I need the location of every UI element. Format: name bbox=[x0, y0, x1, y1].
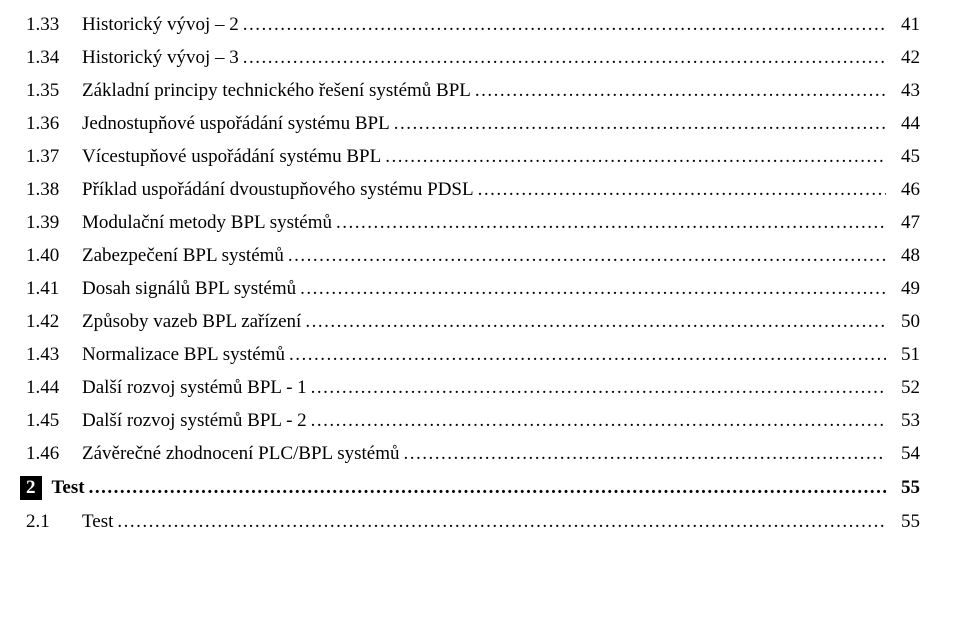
toc-leader-dots bbox=[243, 14, 886, 36]
toc-entry-title: Historický vývoj – 3 bbox=[82, 47, 243, 69]
toc-entry-title: Vícestupňové uspořádání systému BPL bbox=[82, 146, 385, 168]
toc-entry-page: 49 bbox=[886, 278, 920, 300]
toc-entry-number: 1.43 bbox=[20, 344, 82, 366]
toc-entry: 1.40Zabezpečení BPL systémů 48 bbox=[20, 245, 920, 267]
toc-entry-page: 53 bbox=[886, 410, 920, 432]
toc-entry: 1.36Jednostupňové uspořádání systému BPL… bbox=[20, 113, 920, 135]
toc-chapter-title: Test bbox=[52, 477, 89, 499]
toc-entry-number: 1.33 bbox=[20, 14, 82, 36]
toc-leader-dots bbox=[311, 377, 886, 399]
toc-entry-number: 1.42 bbox=[20, 311, 82, 333]
toc-chapter: 2 Test 55 bbox=[20, 476, 920, 500]
toc-chapter-page: 55 bbox=[886, 477, 920, 499]
toc-entry-page: 55 bbox=[886, 511, 920, 533]
toc-entry: 1.43Normalizace BPL systémů 51 bbox=[20, 344, 920, 366]
toc-entry-number: 1.37 bbox=[20, 146, 82, 168]
toc-entry-page: 45 bbox=[886, 146, 920, 168]
toc-leader-dots bbox=[385, 146, 886, 168]
toc-leader-dots bbox=[89, 477, 886, 499]
toc-entry-title: Modulační metody BPL systémů bbox=[82, 212, 336, 234]
toc-entry: 1.46Závěrečné zhodnocení PLC/BPL systémů… bbox=[20, 443, 920, 465]
toc-entry: 1.33Historický vývoj – 2 41 bbox=[20, 14, 920, 36]
toc-entry: 1.35Základní principy technického řešení… bbox=[20, 80, 920, 102]
toc-entry: 1.44Další rozvoj systémů BPL - 1 52 bbox=[20, 377, 920, 399]
toc-entry-page: 50 bbox=[886, 311, 920, 333]
toc-entry-number: 1.34 bbox=[20, 47, 82, 69]
toc-leader-dots bbox=[289, 344, 886, 366]
toc-leader-dots bbox=[475, 80, 886, 102]
toc-entry-number: 1.39 bbox=[20, 212, 82, 234]
toc-entry: 1.39Modulační metody BPL systémů 47 bbox=[20, 212, 920, 234]
toc-entry: 1.41Dosah signálů BPL systémů 49 bbox=[20, 278, 920, 300]
toc-entry: 1.42Způsoby vazeb BPL zařízení 50 bbox=[20, 311, 920, 333]
toc-leader-dots bbox=[288, 245, 886, 267]
toc-entry-title: Normalizace BPL systémů bbox=[82, 344, 289, 366]
toc-entry-page: 48 bbox=[886, 245, 920, 267]
table-of-contents: 1.33Historický vývoj – 2 41 1.34Historický… bbox=[20, 14, 920, 533]
toc-leader-dots bbox=[478, 179, 886, 201]
toc-entry: 1.38Příklad uspořádání dvoustupňového sy… bbox=[20, 179, 920, 201]
toc-entry: 1.34Historický vývoj – 3 42 bbox=[20, 47, 920, 69]
toc-entry-page: 42 bbox=[886, 47, 920, 69]
toc-entry-title: Další rozvoj systémů BPL - 2 bbox=[82, 410, 311, 432]
toc-leader-dots bbox=[305, 311, 886, 333]
toc-leader-dots bbox=[394, 113, 886, 135]
toc-entry-title: Dosah signálů BPL systémů bbox=[82, 278, 300, 300]
toc-entry-title: Příklad uspořádání dvoustupňového systém… bbox=[82, 179, 478, 201]
toc-leader-dots bbox=[243, 47, 886, 69]
toc-entry-number: 1.44 bbox=[20, 377, 82, 399]
toc-entry-page: 54 bbox=[886, 443, 920, 465]
toc-entry-page: 44 bbox=[886, 113, 920, 135]
toc-entry-title: Další rozvoj systémů BPL - 1 bbox=[82, 377, 311, 399]
toc-entry-page: 43 bbox=[886, 80, 920, 102]
toc-entry-title: Historický vývoj – 2 bbox=[82, 14, 243, 36]
toc-entry-title: Zabezpečení BPL systémů bbox=[82, 245, 288, 267]
toc-entry-number: 1.40 bbox=[20, 245, 82, 267]
toc-entry-page: 47 bbox=[886, 212, 920, 234]
toc-entry-page: 46 bbox=[886, 179, 920, 201]
toc-entry-title: Základní principy technického řešení sys… bbox=[82, 80, 475, 102]
toc-entry: 1.45Další rozvoj systémů BPL - 2 53 bbox=[20, 410, 920, 432]
toc-entry-title: Test bbox=[82, 511, 117, 533]
toc-leader-dots bbox=[311, 410, 886, 432]
toc-entry-number: 1.41 bbox=[20, 278, 82, 300]
toc-entry-number: 1.35 bbox=[20, 80, 82, 102]
toc-entry-page: 51 bbox=[886, 344, 920, 366]
toc-leader-dots bbox=[117, 511, 886, 533]
toc-entry-number: 1.36 bbox=[20, 113, 82, 135]
toc-leader-dots bbox=[300, 278, 886, 300]
toc-entry: 2.1Test 55 bbox=[20, 511, 920, 533]
toc-entry: 1.37Vícestupňové uspořádání systému BPL 4… bbox=[20, 146, 920, 168]
toc-entry-page: 41 bbox=[886, 14, 920, 36]
toc-entry-number: 1.46 bbox=[20, 443, 82, 465]
toc-entry-title: Závěrečné zhodnocení PLC/BPL systémů bbox=[82, 443, 403, 465]
toc-entry-title: Jednostupňové uspořádání systému BPL bbox=[82, 113, 394, 135]
toc-entry-number: 2.1 bbox=[20, 511, 82, 533]
toc-entry-title: Způsoby vazeb BPL zařízení bbox=[82, 311, 305, 333]
toc-chapter-number: 2 bbox=[20, 476, 42, 500]
toc-leader-dots bbox=[336, 212, 886, 234]
toc-entry-page: 52 bbox=[886, 377, 920, 399]
toc-entry-number: 1.45 bbox=[20, 410, 82, 432]
toc-entry-number: 1.38 bbox=[20, 179, 82, 201]
toc-leader-dots bbox=[403, 443, 886, 465]
